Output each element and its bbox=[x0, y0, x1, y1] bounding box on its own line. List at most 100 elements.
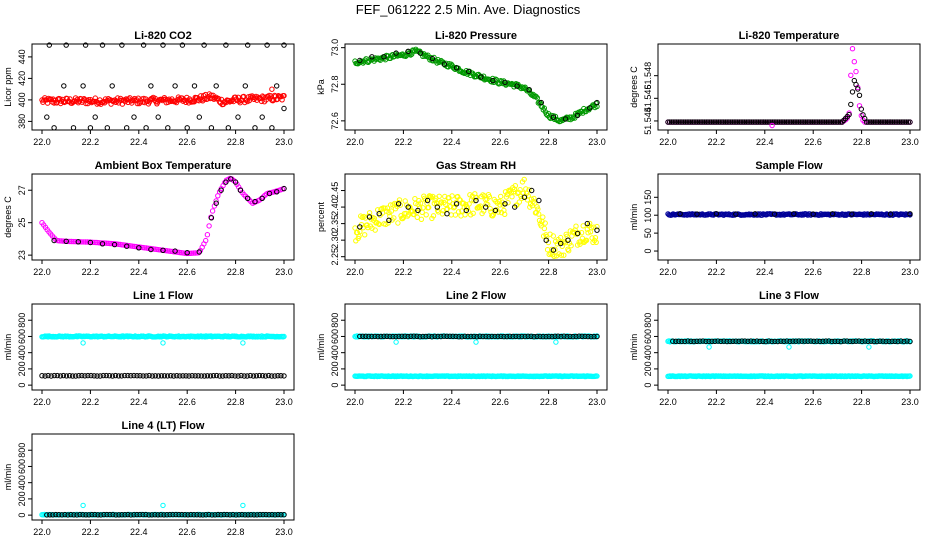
data-point bbox=[453, 333, 459, 340]
plot-panel: Li-820 CO2 Licor ppm 380 400 420 440 22.0 22.2 2… bbox=[3, 30, 295, 147]
data-point bbox=[880, 338, 886, 344]
data-point bbox=[91, 239, 97, 246]
data-point bbox=[521, 176, 527, 183]
y-tick-label: 400 bbox=[17, 92, 27, 107]
data-point bbox=[224, 511, 230, 518]
data-point bbox=[418, 216, 425, 223]
data-point bbox=[573, 333, 579, 340]
data-point bbox=[124, 243, 130, 249]
data-point bbox=[858, 106, 864, 112]
data-point bbox=[679, 119, 685, 125]
data-point bbox=[87, 125, 94, 131]
data-point bbox=[160, 502, 166, 509]
data-point bbox=[218, 187, 224, 193]
data-point bbox=[215, 511, 221, 518]
data-point bbox=[113, 512, 119, 518]
data-point bbox=[780, 119, 786, 125]
data-point bbox=[434, 204, 440, 210]
data-point bbox=[444, 333, 450, 339]
data-point bbox=[863, 119, 870, 125]
data-point bbox=[362, 232, 368, 238]
x-tick-label: 22.2 bbox=[395, 397, 413, 407]
data-point bbox=[80, 502, 86, 509]
data-point bbox=[543, 237, 549, 243]
data-point bbox=[515, 190, 521, 197]
data-point bbox=[558, 240, 564, 247]
data-point bbox=[752, 119, 758, 125]
data-point bbox=[832, 119, 838, 125]
data-point bbox=[164, 373, 171, 379]
data-point bbox=[536, 197, 542, 204]
data-point bbox=[512, 183, 518, 189]
data-point bbox=[502, 201, 508, 207]
data-point bbox=[242, 83, 249, 89]
data-point bbox=[849, 211, 855, 217]
data-point bbox=[726, 119, 732, 125]
plot-title: Ambient Box Temperature bbox=[95, 160, 232, 172]
y-tick-label: 800 bbox=[330, 313, 340, 328]
data-point bbox=[426, 333, 432, 339]
y-tick-label: 600 bbox=[330, 329, 340, 344]
data-point bbox=[898, 119, 904, 125]
data-point bbox=[430, 58, 436, 64]
plot-frame bbox=[657, 303, 921, 391]
x-tick-label: 22.2 bbox=[82, 137, 100, 147]
data-point bbox=[203, 237, 209, 244]
x-tick-label: 22.8 bbox=[227, 527, 245, 537]
data-point bbox=[375, 333, 381, 340]
plot-panel: Li-820 Temperature degrees C 51.54451.5465… bbox=[629, 30, 921, 147]
data-point bbox=[237, 187, 244, 193]
x-tick-label: 23.0 bbox=[275, 527, 293, 537]
data-point bbox=[781, 119, 788, 125]
data-point bbox=[53, 511, 59, 518]
data-point bbox=[498, 333, 504, 340]
data-point bbox=[414, 333, 420, 339]
data-point bbox=[513, 333, 519, 340]
data-point bbox=[200, 512, 206, 518]
x-tick-label: 22.4 bbox=[130, 137, 148, 147]
data-point bbox=[65, 512, 71, 518]
data-point bbox=[204, 232, 211, 238]
data-point bbox=[184, 125, 190, 131]
data-point bbox=[903, 119, 910, 125]
data-point bbox=[137, 373, 143, 379]
plot-frame bbox=[31, 43, 295, 131]
data-point bbox=[453, 201, 460, 207]
data-point bbox=[73, 373, 79, 379]
data-series bbox=[769, 122, 775, 129]
data-point bbox=[579, 333, 585, 339]
data-point bbox=[174, 373, 180, 379]
data-point bbox=[180, 373, 186, 379]
y-tick-label: 400 bbox=[330, 345, 340, 360]
data-point bbox=[429, 334, 435, 340]
data-point bbox=[372, 333, 378, 340]
data-point bbox=[83, 512, 89, 518]
data-point bbox=[851, 59, 857, 65]
data-point bbox=[160, 247, 166, 254]
y-tick-label: 600 bbox=[17, 459, 27, 474]
data-point bbox=[245, 42, 251, 48]
data-point bbox=[275, 373, 281, 379]
data-point bbox=[364, 222, 370, 228]
data-point bbox=[274, 83, 280, 89]
data-point bbox=[188, 511, 194, 518]
data-point bbox=[557, 234, 564, 241]
data-point bbox=[794, 119, 800, 125]
data-point bbox=[872, 119, 878, 125]
data-point bbox=[125, 372, 131, 379]
plot-panel: Ambient Box Temperature degrees C 23 25 27 22… bbox=[3, 160, 295, 277]
data-point bbox=[808, 119, 814, 125]
x-tick-label: 22.8 bbox=[853, 267, 871, 277]
data-point bbox=[240, 502, 246, 509]
plot-frame bbox=[31, 173, 295, 261]
data-point bbox=[110, 241, 117, 247]
data-point bbox=[137, 511, 143, 518]
data-point bbox=[712, 119, 718, 125]
data-point bbox=[160, 340, 166, 346]
data-point bbox=[830, 119, 837, 125]
y-tick-label: 73.0 bbox=[330, 39, 340, 57]
data-point bbox=[822, 119, 828, 125]
data-point bbox=[272, 512, 278, 518]
data-point bbox=[238, 372, 244, 379]
x-tick-label: 22.2 bbox=[82, 267, 100, 277]
